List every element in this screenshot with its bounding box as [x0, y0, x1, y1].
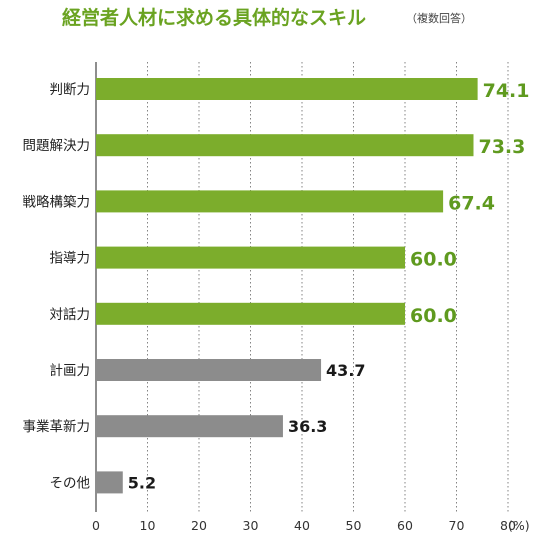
value-label: 60.0 [410, 249, 457, 271]
category-label: 戦略構築力 [23, 194, 91, 210]
value-label: 60.0 [410, 305, 457, 327]
bars [96, 78, 478, 494]
bar [96, 302, 405, 325]
x-tick-label: 80 [500, 518, 516, 533]
category-label: 事業革新力 [23, 419, 91, 435]
value-label: 5.2 [128, 473, 156, 492]
x-tick-label: 20 [191, 518, 207, 533]
bar [96, 415, 283, 438]
value-label: 43.7 [326, 361, 365, 380]
x-axis-unit: (%) [508, 518, 530, 533]
bar [96, 359, 322, 381]
chart-title-note: （複数回答） [406, 11, 472, 25]
x-tick-label: 0 [92, 518, 100, 533]
value-labels: 74.1 73.3 67.4 60.0 60.0 43.7 36.3 5.2 [128, 80, 530, 492]
category-label: 対話力 [50, 306, 91, 323]
value-label: 67.4 [448, 192, 495, 214]
bar [96, 134, 474, 157]
chart-title: 経営者人材に求める具体的なスキル [62, 6, 366, 29]
x-tick-label: 50 [346, 518, 362, 533]
value-label: 74.1 [483, 80, 530, 102]
category-label: 指導力 [50, 251, 91, 267]
category-label: その他 [50, 475, 91, 491]
x-tick-label: 70 [449, 518, 465, 533]
bar [96, 78, 478, 100]
bar [96, 190, 444, 213]
x-tick-label: 60 [397, 518, 413, 533]
category-label: 判断力 [50, 82, 91, 98]
x-tick-label: 10 [140, 518, 156, 533]
grid-lines [95, 62, 509, 512]
category-label: 計画力 [50, 363, 91, 379]
bar [96, 246, 405, 269]
x-tick-label: 40 [294, 518, 310, 533]
x-tick-label: 30 [243, 518, 259, 533]
category-label: 問題解決力 [23, 138, 91, 154]
bar [96, 471, 123, 494]
x-axis-ticks: 0 10 20 30 40 50 60 70 80 [92, 518, 516, 533]
value-label: 73.3 [478, 136, 525, 158]
value-label: 36.3 [288, 417, 327, 436]
